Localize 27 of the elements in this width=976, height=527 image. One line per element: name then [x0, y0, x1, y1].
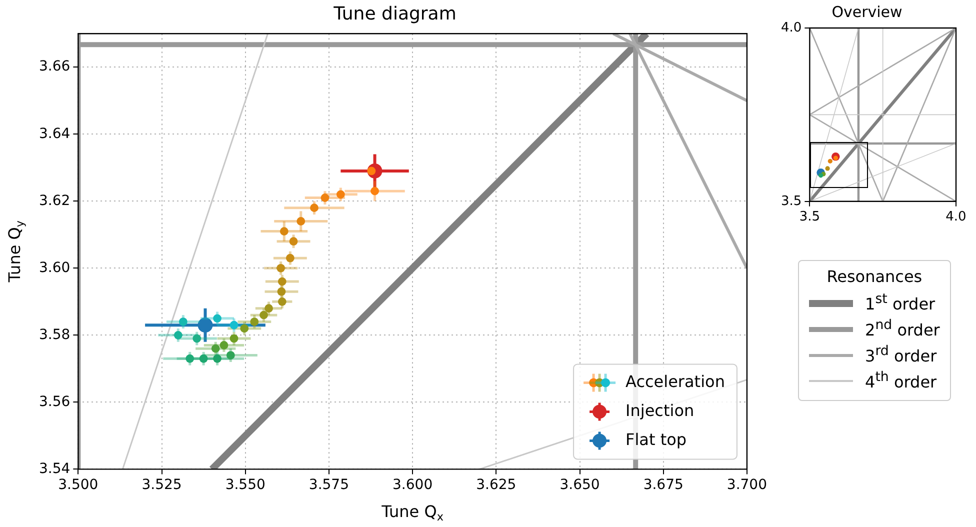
chart-title: Overview — [832, 2, 902, 21]
legend-label: Flat top — [626, 430, 687, 449]
chart-title: Tune diagram — [332, 3, 456, 24]
legend-label: Acceleration — [626, 372, 725, 391]
legend-label: 1$^{st}$ order — [865, 292, 936, 314]
x-tick-label: 3.525 — [142, 477, 182, 494]
y-tick-label: 3.54 — [39, 460, 70, 477]
y-tick-label: 3.60 — [39, 260, 70, 276]
legend-title: Resonances — [826, 267, 924, 286]
legend-label: Injection — [626, 400, 694, 420]
x-tick-label: 3.575 — [308, 477, 350, 494]
legend-label: 2$^{nd}$ order — [865, 318, 940, 340]
y-tick-label: 3.58 — [39, 326, 70, 343]
legend-label: 4$^{th}$ order — [865, 370, 937, 392]
y-tick-label: 3.62 — [39, 192, 70, 209]
x-tick-label: 3.550 — [225, 477, 266, 494]
x-tick-label: 3.700 — [726, 477, 768, 494]
y-tick-label: 3.66 — [39, 58, 70, 75]
x-tick-label: 3.650 — [560, 477, 600, 494]
y-axis-title: Tune Qy — [5, 220, 27, 284]
x-tick-label: 3.500 — [58, 477, 98, 494]
y-tick-label: 3.56 — [39, 394, 70, 410]
legend-label: 3$^{rd}$ order — [865, 344, 937, 366]
x-tick-label: 3.600 — [392, 477, 433, 494]
x-tick-label: 3.625 — [476, 477, 516, 494]
y-tick-label: 3.64 — [39, 126, 70, 142]
x-tick-label: 3.675 — [643, 477, 684, 494]
